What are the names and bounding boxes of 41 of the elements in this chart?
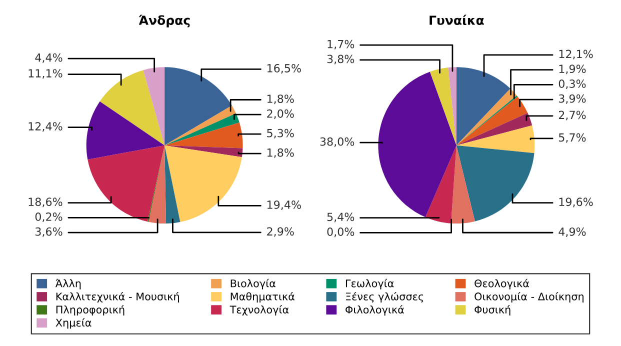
data-label: 19,4%: [267, 200, 301, 210]
chart-title: Γυναίκα: [430, 14, 484, 26]
data-label: 1,7%: [328, 40, 354, 50]
data-label: 3,8%: [327, 54, 354, 64]
data-label: 4,4%: [35, 53, 62, 63]
data-label: 5,4%: [327, 212, 354, 222]
legend-label: Φιλολογικά: [346, 305, 404, 316]
legend-label: Πληροφορική: [56, 305, 124, 316]
data-label: 19,6%: [559, 198, 593, 208]
data-label: 3,9%: [558, 94, 586, 104]
legend-label: Καλλιτεχνικά - Μουσική: [56, 292, 179, 302]
data-label: 0,3%: [558, 80, 586, 90]
data-label: 0,2%: [35, 212, 62, 222]
data-label: 2,0%: [267, 109, 294, 119]
data-label: 4,9%: [558, 227, 586, 237]
legend-label: Μαθηματικά: [230, 292, 294, 302]
data-label: 12,1%: [559, 50, 593, 60]
data-label: 5,3%: [267, 128, 294, 138]
legend-label: Οικονομία - Διοίκηση: [474, 292, 584, 302]
data-label: 38,0%: [320, 137, 354, 147]
legend-label: Φυσική: [474, 305, 510, 316]
legend-label: Χημεία: [56, 318, 92, 329]
data-label: 1,9%: [559, 64, 586, 74]
legend-label: Γεωλογία: [346, 278, 394, 290]
data-label: 3,6%: [35, 227, 62, 237]
legend-label: Τεχνολογία: [230, 305, 289, 316]
chart-title: Άνδρας: [138, 14, 190, 28]
data-label: 2,9%: [267, 227, 294, 237]
data-label: 2,7%: [558, 110, 586, 120]
legend-label: Θεολογικά: [474, 278, 529, 290]
data-label: 5,7%: [558, 133, 586, 143]
legend-label: Βιολογία: [230, 278, 276, 290]
data-label: 11,1%: [28, 69, 62, 79]
legend-label: Άλλη: [55, 278, 81, 290]
legend-label: Ξένες γλώσσες: [346, 292, 424, 302]
data-label: 18,6%: [28, 198, 62, 208]
data-label: 1,8%: [267, 148, 294, 158]
data-label: 12,4%: [28, 122, 62, 132]
data-label: 16,5%: [267, 64, 301, 74]
text: 0,0%: [327, 228, 354, 238]
data-label: 1,8%: [267, 94, 294, 104]
